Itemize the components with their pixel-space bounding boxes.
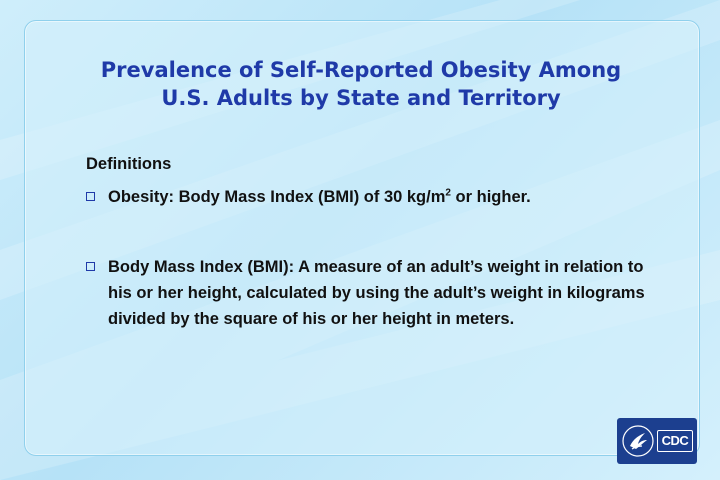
definitions-heading: Definitions <box>86 155 172 173</box>
hhs-eagle-icon <box>622 425 654 457</box>
slide-title-line-1: Prevalence of Self-Reported Obesity Amon… <box>100 58 622 82</box>
bullet-obesity-definition: Obesity: Body Mass Index (BMI) of 30 kg/… <box>86 184 646 210</box>
cdc-logo: CDC <box>617 418 697 464</box>
bullet-obesity-text: Obesity: Body Mass Index (BMI) of 30 kg/… <box>108 184 646 210</box>
cdc-wordmark: CDC <box>657 430 693 452</box>
superscript-two: 2 <box>445 187 451 199</box>
slide-title: Prevalence of Self-Reported Obesity Amon… <box>24 56 698 112</box>
square-bullet-icon <box>86 262 95 271</box>
square-bullet-icon <box>86 192 95 201</box>
bullet-bmi-definition: Body Mass Index (BMI): A measure of an a… <box>86 254 646 332</box>
content-panel <box>24 20 700 456</box>
slide-title-line-2: U.S. Adults by State and Territory <box>161 86 561 110</box>
bullet-obesity-text-end: or higher. <box>450 188 531 206</box>
bullet-obesity-text-main: Obesity: Body Mass Index (BMI) of 30 kg/… <box>108 188 446 206</box>
bullet-bmi-text: Body Mass Index (BMI): A measure of an a… <box>108 258 645 328</box>
